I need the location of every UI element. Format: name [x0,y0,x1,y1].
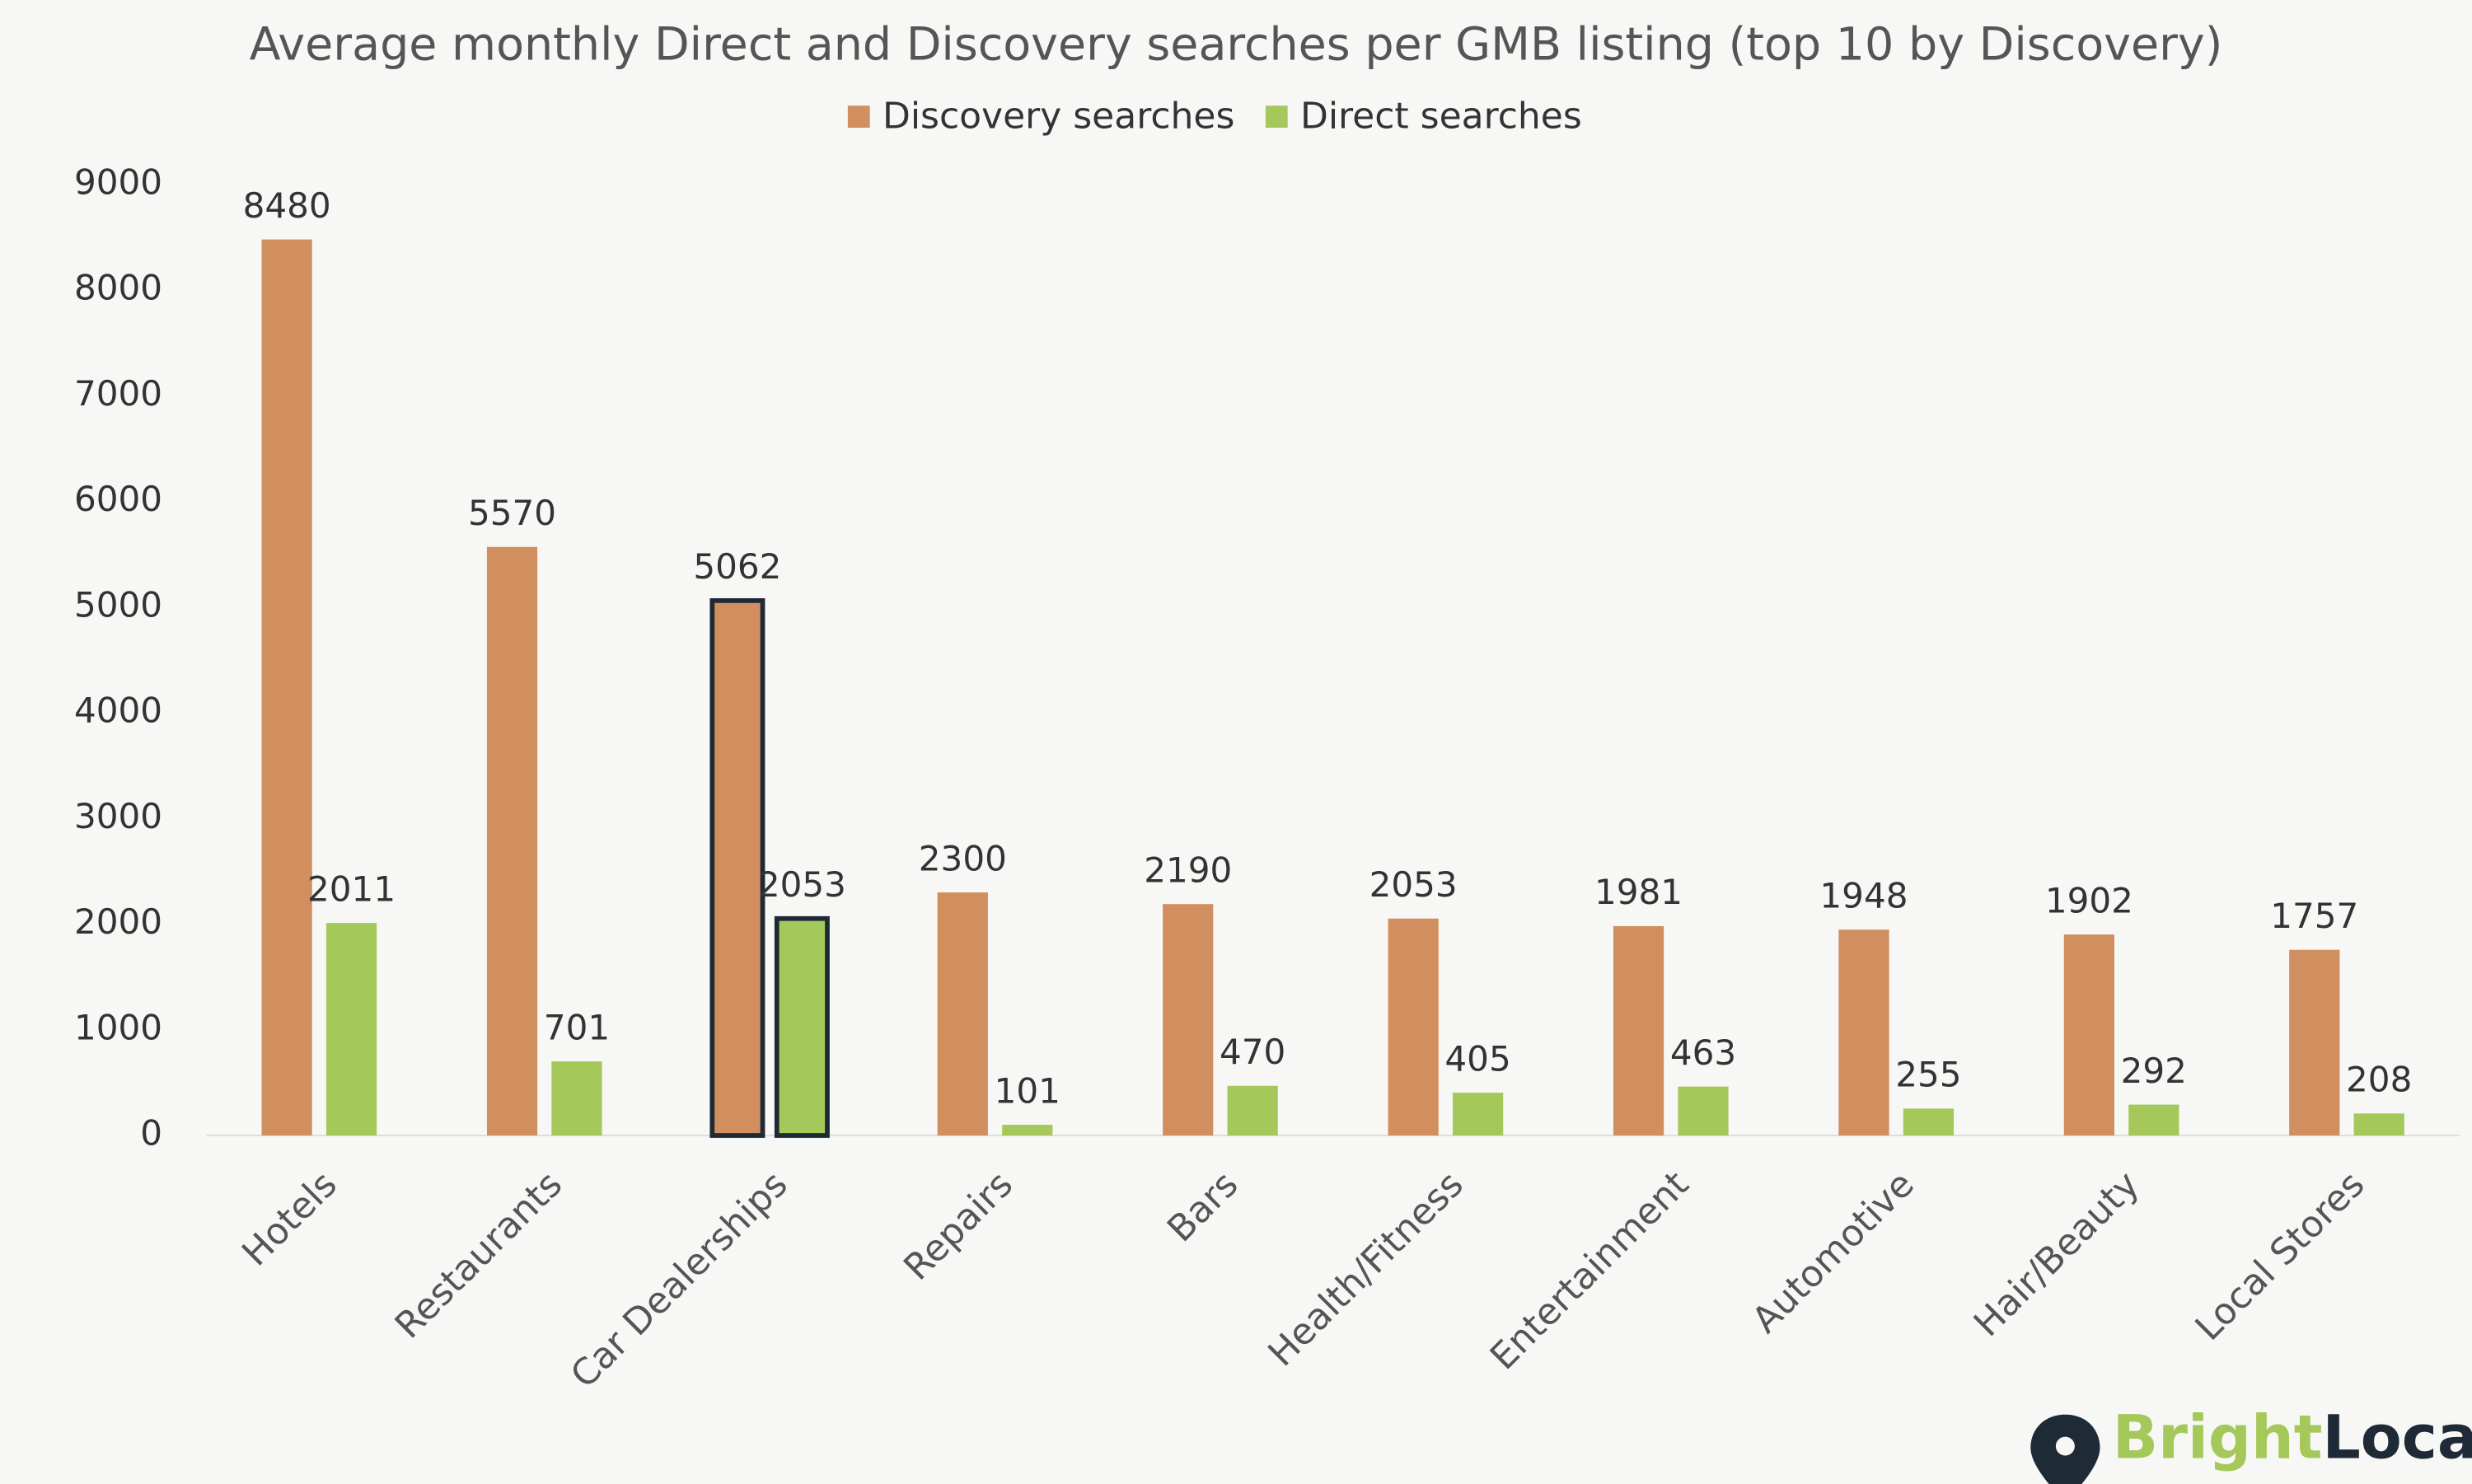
value-label: 5062 [693,546,781,587]
bar [1613,925,1664,1136]
logo-text: BrightLocal [2113,1403,2472,1472]
value-label: 1981 [1594,872,1683,912]
value-label: 255 [1895,1055,1961,1095]
bar [1678,1086,1729,1136]
bar [486,546,538,1136]
value-label: 2190 [1144,850,1232,890]
value-label: 1757 [2270,896,2358,936]
legend-swatch [847,105,870,129]
logo: BrightLocal [2030,1403,2472,1484]
bar [2289,949,2340,1136]
y-tick-label: 3000 [74,796,162,836]
value-label: 292 [2121,1051,2187,1091]
y-tick-label: 6000 [74,479,162,519]
y-tick-label: 5000 [74,584,162,625]
value-label: 2053 [758,864,846,905]
legend-label: Direct searches [1300,96,1582,138]
value-label: 2011 [307,868,396,909]
y-tick-label: 9000 [74,162,162,202]
value-label: 405 [1444,1038,1510,1079]
chart-title: Average monthly Direct and Discovery sea… [250,18,2223,72]
y-tick-label: 1000 [74,1007,162,1047]
bar [1163,904,1214,1136]
value-label: 470 [1220,1032,1285,1072]
value-label: 208 [2346,1060,2412,1100]
legend-swatch [1265,105,1288,129]
logo-icon-dot [2055,1436,2075,1456]
bar [2063,934,2114,1136]
value-label: 5570 [468,493,556,533]
y-tick-label: 2000 [74,901,162,942]
bar [1903,1108,1955,1136]
bar [1452,1093,1504,1136]
bar [709,598,765,1138]
bar [2128,1104,2179,1136]
legend: Discovery searches Direct searches [847,96,1582,138]
value-label: 8480 [243,185,331,226]
logo-part: Local [2322,1403,2472,1472]
bar [1002,1125,1053,1136]
bar [261,239,312,1136]
value-label: 463 [1670,1032,1736,1073]
y-tick-label: 0 [140,1113,162,1154]
value-label: 701 [544,1007,610,1047]
bar [2353,1113,2404,1136]
y-tick-label: 7000 [74,373,162,414]
bar [551,1061,602,1136]
value-label: 101 [995,1070,1060,1111]
value-label: 2300 [919,838,1007,878]
y-tick-label: 4000 [74,691,162,731]
bar [1388,918,1439,1136]
logo-part: Bright [2113,1403,2323,1472]
value-label: 1948 [1819,875,1908,915]
bar [325,923,377,1136]
bar [774,915,830,1138]
y-tick-label: 8000 [74,268,162,308]
value-label: 2053 [1369,864,1458,905]
legend-label: Discovery searches [883,96,1234,138]
bar [1227,1085,1278,1136]
bar [937,892,988,1136]
bar [1838,929,1889,1136]
value-label: 1902 [2045,880,2133,920]
